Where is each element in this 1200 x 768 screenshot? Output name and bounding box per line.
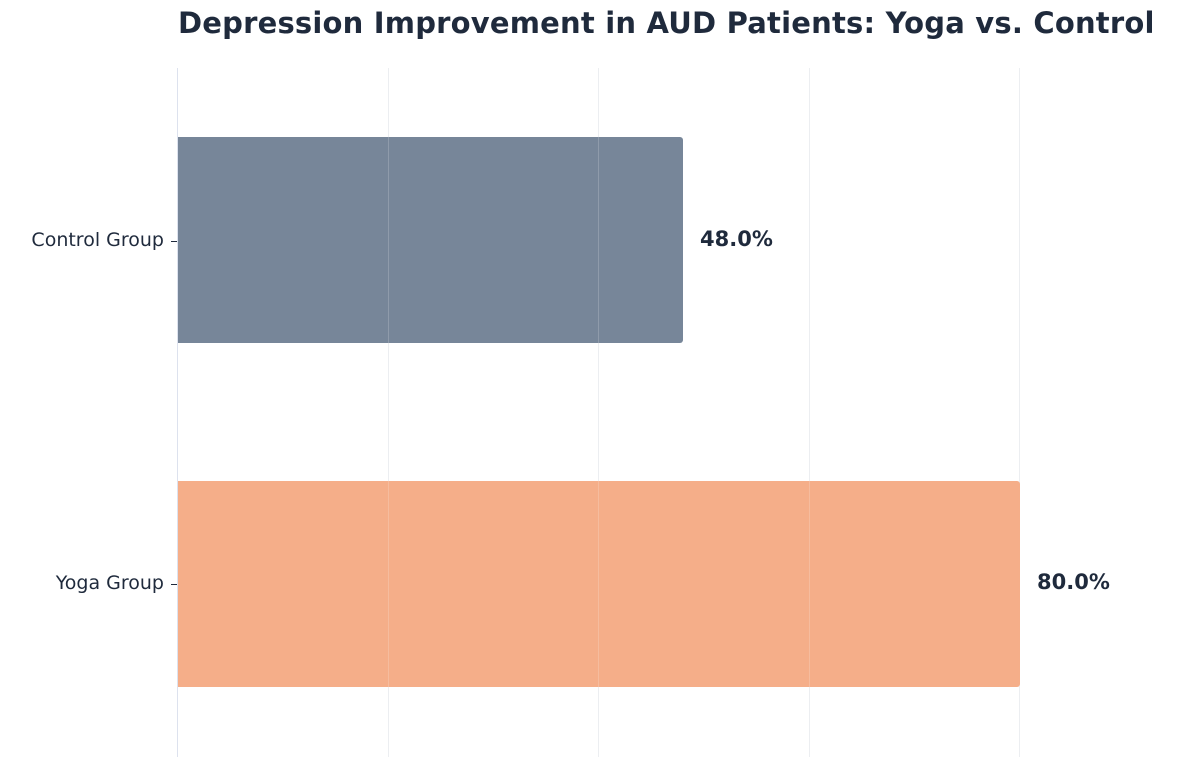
bar-control-group — [178, 137, 683, 343]
gridline-60 — [809, 68, 810, 757]
y-axis-label-yoga: Yoga Group — [55, 572, 164, 594]
value-label-control: 48.0% — [700, 227, 773, 251]
gridline-80 — [1019, 68, 1020, 757]
y-axis-spine — [177, 68, 178, 757]
y-tick-control — [171, 241, 177, 242]
gridline-20 — [388, 68, 389, 757]
bar-yoga-group — [178, 481, 1020, 687]
y-axis-label-control: Control Group — [31, 229, 164, 251]
gridline-40 — [598, 68, 599, 757]
chart-title: Depression Improvement in AUD Patients: … — [178, 6, 1155, 40]
value-label-yoga: 80.0% — [1037, 570, 1110, 594]
y-tick-yoga — [171, 584, 177, 585]
plot-area: 48.0% 80.0% — [177, 68, 1200, 757]
